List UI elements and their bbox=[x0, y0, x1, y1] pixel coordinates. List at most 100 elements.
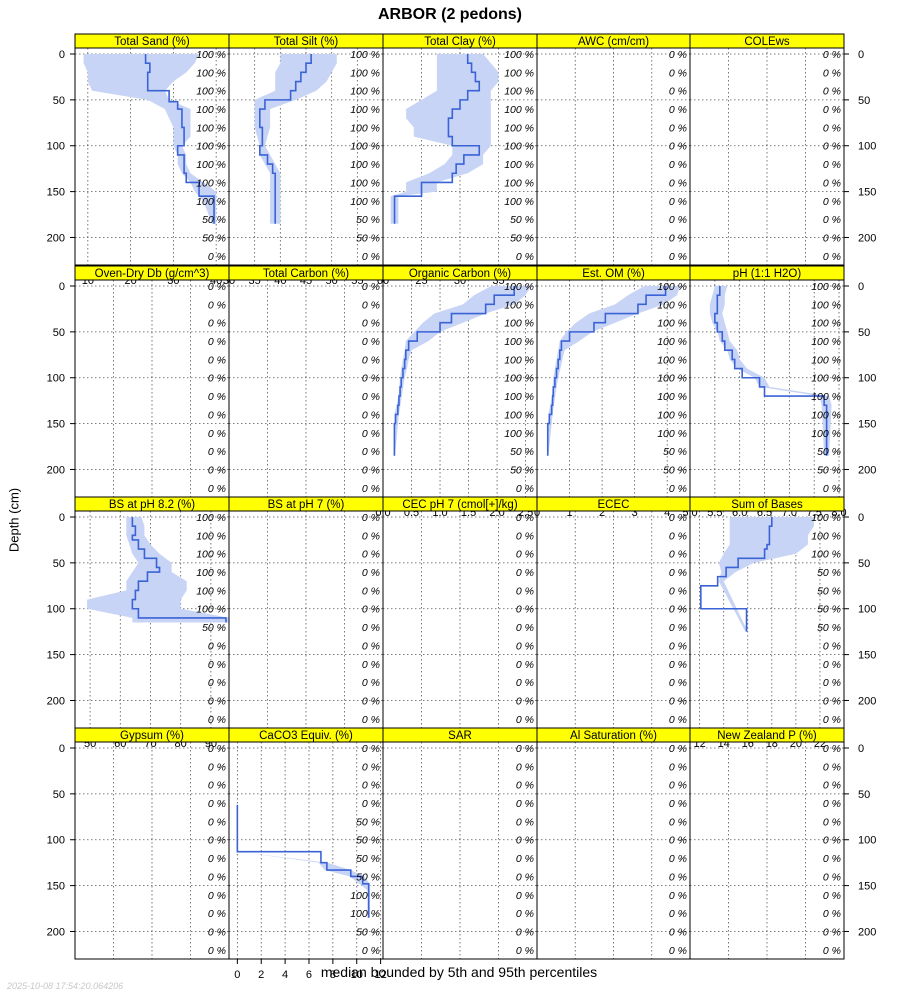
pct-label: 0 % bbox=[823, 816, 841, 828]
pct-label: 50 % bbox=[817, 622, 841, 634]
pct-label: 0 % bbox=[516, 512, 534, 524]
panel-9: pH (1:1 H2O) 100 % 100 % 100 % 100 % 100 % 100… bbox=[682, 265, 847, 519]
pct-label: 0 % bbox=[669, 483, 687, 495]
y-tick-label: 50 bbox=[53, 95, 65, 107]
pct-label: 0 % bbox=[516, 585, 534, 597]
pct-label: 0 % bbox=[362, 585, 380, 597]
pct-label: 0 % bbox=[669, 177, 687, 189]
pct-label: 100 % bbox=[504, 177, 534, 189]
panel-0: Total Sand (%) 100 % 100 % 100 % 100 % 100 % 1… bbox=[74, 33, 230, 287]
pct-label: 100 % bbox=[811, 428, 841, 440]
pct-label: 0 % bbox=[362, 299, 380, 311]
pct-label: 0 % bbox=[516, 908, 534, 920]
y-tick-label-right: 200 bbox=[858, 695, 876, 707]
pct-label: 0 % bbox=[516, 798, 534, 810]
pct-label: 0 % bbox=[669, 214, 687, 226]
pct-label: 0 % bbox=[669, 585, 687, 597]
timestamp: 2025-10-08 17:54:20.064206 bbox=[7, 981, 124, 991]
pct-label: 0 % bbox=[362, 354, 380, 366]
x-tick-label: 1 bbox=[566, 507, 572, 519]
pct-label: 0 % bbox=[823, 104, 841, 116]
pct-label: 0 % bbox=[208, 354, 226, 366]
pct-label: 100 % bbox=[811, 512, 841, 524]
pct-label: 100 % bbox=[811, 373, 841, 385]
pct-label: 100 % bbox=[657, 354, 687, 366]
pct-label: 100 % bbox=[196, 530, 226, 542]
percentile-band bbox=[254, 54, 337, 224]
pct-label: 50 % bbox=[663, 446, 687, 458]
panel-title: Total Carbon (%) bbox=[263, 268, 349, 280]
pct-label: 100 % bbox=[350, 86, 380, 98]
pct-label: 0 % bbox=[362, 549, 380, 561]
pct-label: 100 % bbox=[196, 141, 226, 153]
panel-12: CEC pH 7 (cmol[+]/kg)0 %0 %0 %0 %0 %0 %0… bbox=[382, 496, 538, 729]
pct-label: 0 % bbox=[516, 743, 534, 755]
pct-label: 50 % bbox=[356, 853, 380, 865]
pct-label: 0 % bbox=[669, 945, 687, 957]
pct-label: 0 % bbox=[516, 659, 534, 671]
pct-label: 0 % bbox=[362, 512, 380, 524]
median-line bbox=[236, 804, 370, 918]
pct-label: 0 % bbox=[823, 177, 841, 189]
pct-label: 0 % bbox=[208, 446, 226, 458]
median-line bbox=[144, 54, 215, 224]
pct-label: 0 % bbox=[362, 391, 380, 403]
y-axis-label: Depth (cm) bbox=[6, 487, 22, 553]
pct-label: 50 % bbox=[356, 214, 380, 226]
pct-label: 0 % bbox=[208, 251, 226, 263]
pct-label: 0 % bbox=[208, 816, 226, 828]
y-tick-label-right: 100 bbox=[858, 604, 876, 616]
y-tick-label-right: 50 bbox=[858, 327, 870, 339]
panel-10: BS at pH 8.2 (%)100 %100 %100 %100 %100 … bbox=[74, 496, 230, 750]
y-tick-label: 50 bbox=[53, 789, 65, 801]
pct-label: 0 % bbox=[823, 483, 841, 495]
pct-label: 0 % bbox=[669, 567, 687, 579]
y-tick-label: 100 bbox=[47, 835, 65, 847]
pct-label: 0 % bbox=[208, 761, 226, 773]
panel-title: COLEws bbox=[744, 36, 790, 48]
y-tick-label-right: 0 bbox=[858, 281, 864, 293]
pct-label: 0 % bbox=[669, 549, 687, 561]
y-tick-label-right: 0 bbox=[858, 743, 864, 755]
percentile-band bbox=[547, 286, 681, 456]
pct-label: 0 % bbox=[208, 659, 226, 671]
pct-label: 0 % bbox=[516, 780, 534, 792]
pct-label: 0 % bbox=[823, 67, 841, 79]
pct-label: 0 % bbox=[208, 835, 226, 847]
median-line bbox=[714, 286, 828, 456]
x-tick-label: 12 bbox=[374, 969, 386, 981]
pct-label: 0 % bbox=[516, 622, 534, 634]
pct-label: 0 % bbox=[362, 336, 380, 348]
pct-label: 100 % bbox=[504, 141, 534, 153]
y-tick-label-right: 100 bbox=[858, 373, 876, 385]
panel-title: Total Silt (%) bbox=[274, 36, 339, 48]
y-tick-label: 150 bbox=[47, 419, 65, 431]
pct-label: 0 % bbox=[516, 695, 534, 707]
x-tick-label: 10 bbox=[351, 969, 363, 981]
pct-label: 50 % bbox=[817, 464, 841, 476]
pct-label: 100 % bbox=[811, 391, 841, 403]
y-tick-label-right: 200 bbox=[858, 464, 876, 476]
pct-label: 100 % bbox=[811, 336, 841, 348]
pct-label: 100 % bbox=[811, 354, 841, 366]
pct-label: 0 % bbox=[208, 428, 226, 440]
pct-label: 0 % bbox=[516, 483, 534, 495]
pct-label: 100 % bbox=[350, 141, 380, 153]
percentile-band bbox=[709, 286, 832, 456]
pct-label: 0 % bbox=[669, 122, 687, 134]
panel-title: Gypsum (%) bbox=[120, 730, 184, 742]
pct-label: 100 % bbox=[504, 299, 534, 311]
pct-label: 0 % bbox=[208, 318, 226, 330]
panel-title: ECEC bbox=[598, 499, 630, 511]
pct-label: 0 % bbox=[208, 908, 226, 920]
pct-label: 50 % bbox=[817, 446, 841, 458]
pct-label: 0 % bbox=[823, 908, 841, 920]
pct-label: 100 % bbox=[504, 196, 534, 208]
pct-label: 100 % bbox=[196, 49, 226, 61]
pct-label: 100 % bbox=[657, 336, 687, 348]
panel-frame bbox=[689, 741, 845, 960]
pct-label: 0 % bbox=[516, 945, 534, 957]
pct-label: 0 % bbox=[823, 743, 841, 755]
y-tick-label-right: 100 bbox=[858, 141, 876, 153]
